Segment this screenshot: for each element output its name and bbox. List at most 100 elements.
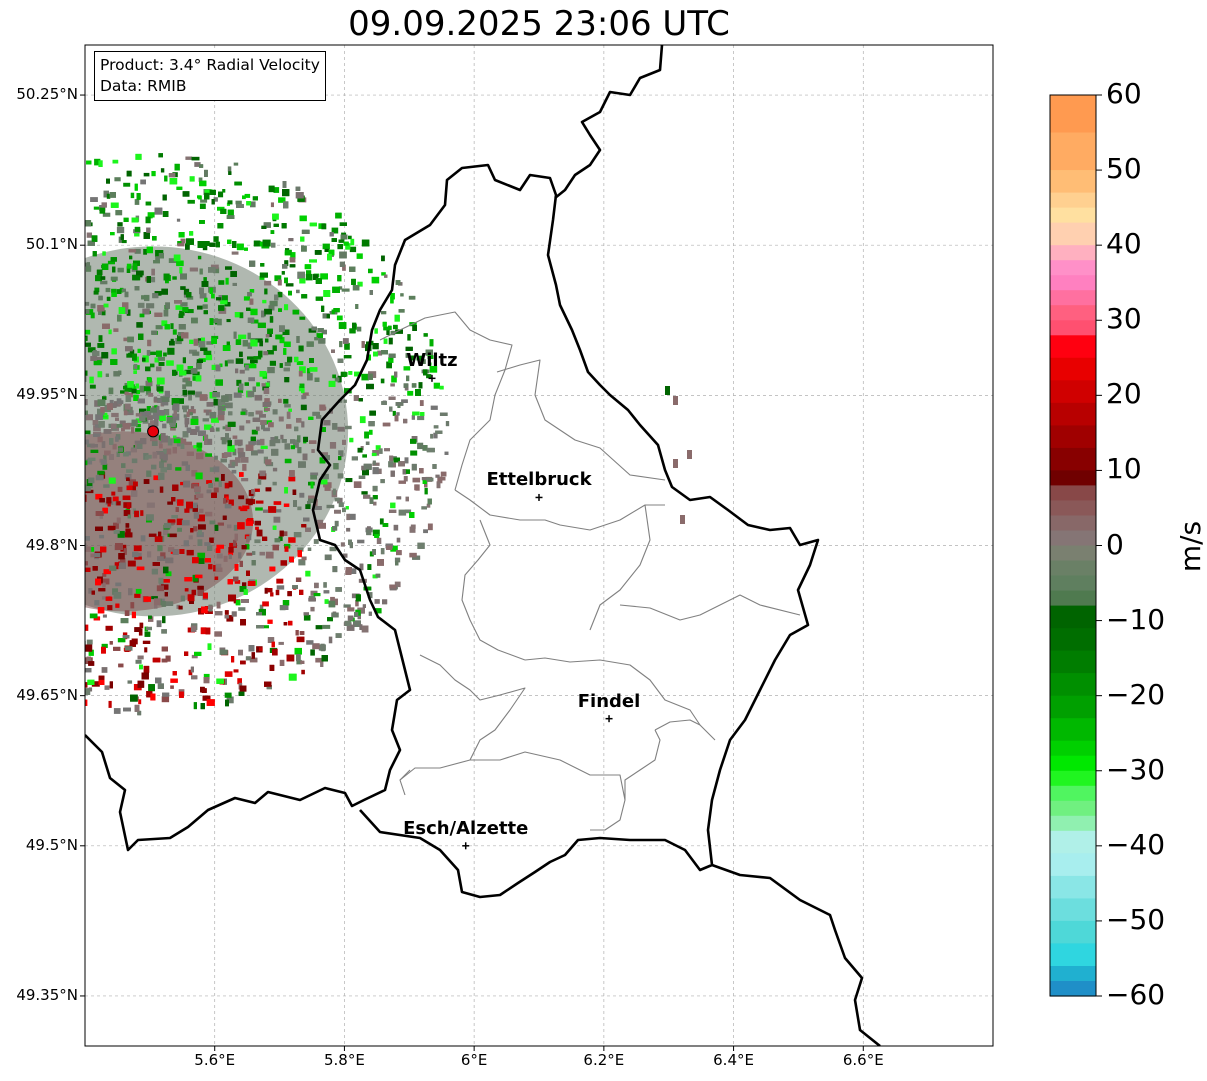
radar-pixel xyxy=(379,518,384,525)
radar-pixel xyxy=(30,343,35,349)
radar-pixel xyxy=(105,596,113,601)
radar-pixel xyxy=(62,350,70,356)
radar-pixel xyxy=(390,293,395,300)
radar-pixel xyxy=(283,341,291,347)
radar-pixel xyxy=(123,337,128,342)
radar-pixel xyxy=(135,418,142,423)
radar-pixel xyxy=(196,445,202,452)
radar-pixel xyxy=(9,498,14,504)
radar-pixel xyxy=(256,439,263,446)
radar-pixel xyxy=(235,457,241,463)
radar-pixel xyxy=(70,669,73,674)
radar-pixel xyxy=(42,188,47,194)
radar-pixel xyxy=(210,264,219,269)
radar-pixel xyxy=(151,596,158,600)
radar-pixel xyxy=(211,199,215,205)
radar-pixel xyxy=(0,606,7,611)
radar-pixel xyxy=(224,692,232,698)
radar-pixel xyxy=(139,408,147,415)
radar-pixel xyxy=(156,350,162,357)
radar-pixel xyxy=(173,403,180,411)
radar-pixel xyxy=(69,584,72,590)
radar-pixel xyxy=(429,339,434,347)
radar-pixel xyxy=(112,159,119,164)
radar-pixel xyxy=(85,644,93,652)
radar-pixel xyxy=(242,505,250,510)
radar-pixel xyxy=(116,451,120,457)
radar-pixel xyxy=(440,471,447,477)
radar-pixel xyxy=(322,624,331,629)
radar-pixel xyxy=(151,568,158,575)
radar-pixel xyxy=(148,214,153,219)
radar-pixel xyxy=(54,562,61,569)
radar-pixel xyxy=(1,490,6,494)
radar-pixel xyxy=(269,664,275,671)
radar-pixel xyxy=(180,442,185,449)
radar-pixel xyxy=(233,331,237,339)
radar-pixel xyxy=(262,299,267,304)
radar-pixel xyxy=(168,258,177,263)
radar-pixel xyxy=(22,258,28,264)
radar-pixel xyxy=(305,273,313,281)
radar-pixel xyxy=(103,303,109,308)
radar-pixel xyxy=(396,412,400,416)
radar-pixel xyxy=(12,527,16,534)
radar-pixel xyxy=(156,620,162,628)
radar-pixel xyxy=(16,324,19,329)
radar-pixel xyxy=(206,341,214,345)
radar-pixel xyxy=(9,267,14,272)
radar-pixel xyxy=(162,423,167,429)
radar-pixel xyxy=(60,460,66,464)
radar-pixel xyxy=(76,290,81,295)
radar-pixel xyxy=(255,500,264,504)
radar-pixel xyxy=(16,324,19,329)
radar-pixel xyxy=(213,236,219,242)
radar-pixel xyxy=(37,606,43,612)
radar-pixel xyxy=(255,338,263,343)
radar-pixel xyxy=(23,375,29,381)
radar-pixel xyxy=(37,521,44,525)
radar-pixel xyxy=(144,631,151,637)
radar-pixel xyxy=(288,408,292,412)
radar-pixel xyxy=(183,288,190,295)
radar-pixel xyxy=(221,395,229,402)
radar-pixel xyxy=(386,545,393,550)
radar-pixel xyxy=(80,478,83,484)
radar-pixel xyxy=(232,435,238,439)
radar-pixel xyxy=(315,278,322,284)
radar-pixel xyxy=(73,434,81,438)
radar-pixel xyxy=(178,324,186,330)
radar-pixel xyxy=(124,474,132,480)
radar-pixel xyxy=(331,349,335,353)
radar-pixel xyxy=(297,547,304,552)
radar-pixel xyxy=(76,482,81,485)
radar-pixel xyxy=(15,337,19,344)
radar-pixel xyxy=(323,420,331,426)
radar-pixel xyxy=(237,447,244,453)
radar-pixel xyxy=(239,369,245,374)
radar-pixel xyxy=(46,448,51,455)
radar-pixel xyxy=(65,570,69,574)
radar-pixel xyxy=(250,201,256,208)
radar-pixel xyxy=(337,497,343,504)
radar-pixel xyxy=(278,308,282,312)
radar-pixel xyxy=(101,578,110,585)
radar-pixel xyxy=(42,374,48,380)
radar-pixel xyxy=(395,280,401,285)
radar-pixel xyxy=(204,558,211,563)
radar-pixel xyxy=(77,355,82,359)
radar-pixel xyxy=(422,445,428,451)
radar-pixel xyxy=(367,373,373,380)
radar-pixel xyxy=(202,304,208,309)
radar-pixel xyxy=(218,480,222,487)
radar-pixel xyxy=(144,456,148,460)
radar-pixel xyxy=(131,419,138,427)
radar-pixel xyxy=(77,525,84,532)
radar-pixel xyxy=(184,577,193,582)
radar-pixel xyxy=(26,463,33,469)
radar-pixel xyxy=(53,182,57,185)
radar-pixel xyxy=(56,429,62,436)
radar-pixel xyxy=(423,369,428,376)
radar-pixel xyxy=(152,657,161,663)
radar-pixel xyxy=(315,296,323,301)
